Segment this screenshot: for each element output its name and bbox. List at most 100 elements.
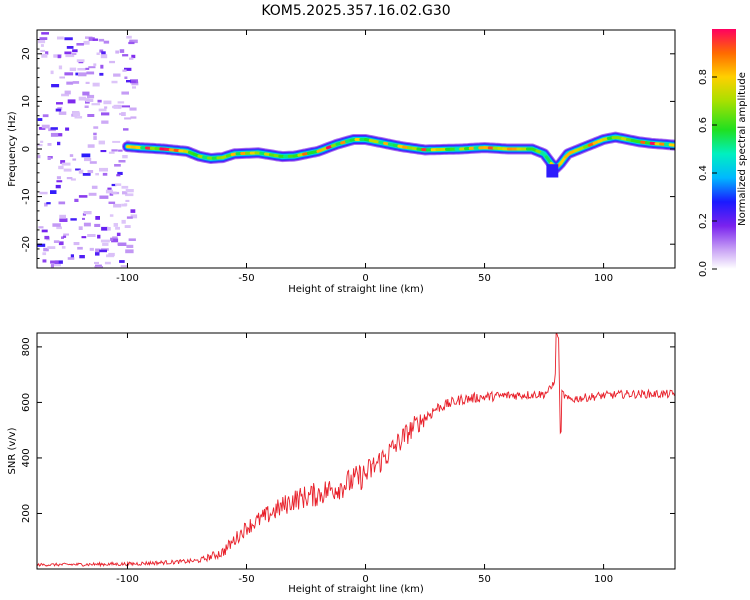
spectrogram-y-label: Frequency (Hz) bbox=[7, 111, 18, 187]
spectrogram-noise-cell bbox=[64, 72, 74, 76]
spectrogram-noise-cell bbox=[98, 38, 105, 42]
spectrogram-noise-cell bbox=[121, 203, 127, 207]
spectrogram-noise-cell bbox=[102, 242, 109, 246]
spectrogram-noise-cell bbox=[100, 150, 107, 153]
spectrogram-noise-cell bbox=[63, 168, 72, 172]
spectrogram-noise-cell bbox=[50, 264, 54, 268]
spectrogram-y-ticks: -20 -10 0 10 20 bbox=[21, 29, 675, 269]
spectrogram-noise-cell bbox=[108, 201, 116, 204]
spectrogram-noise-cell bbox=[47, 156, 51, 160]
spectrogram-noise-cell bbox=[69, 154, 74, 157]
spectrogram-noise-cell bbox=[70, 254, 74, 258]
spectrogram-noise-cell bbox=[105, 189, 113, 194]
spectrogram-noise-cell bbox=[95, 173, 99, 176]
spectrogram-noise-cell bbox=[87, 170, 94, 174]
spectrogram-noise-cell bbox=[93, 136, 97, 140]
spectrogram-noise-cell bbox=[58, 165, 64, 170]
spectrogram-noise-cell bbox=[104, 261, 111, 265]
spectrogram-noise-cell bbox=[61, 162, 71, 166]
spectrogram-noise-cell bbox=[99, 167, 108, 172]
spectrogram-noise-cell bbox=[112, 236, 118, 241]
spectrogram-noise-cell bbox=[130, 116, 137, 119]
spectrogram-noise-cell bbox=[124, 76, 128, 79]
spectrogram-noise-cell bbox=[100, 64, 104, 69]
spectrogram-noise-cell bbox=[55, 108, 62, 112]
spectrogram-noise-cell bbox=[122, 155, 128, 159]
spectrogram-noise-cell bbox=[93, 63, 97, 66]
spectrogram-noise-cell bbox=[86, 71, 95, 75]
spectrogram-noise-cell bbox=[100, 54, 108, 59]
spectrogram-noise-cell bbox=[70, 218, 77, 221]
spectrogram-noise-cell bbox=[100, 248, 109, 251]
spectrogram-noise-cell bbox=[37, 118, 43, 121]
spectrogram-noise-cell bbox=[51, 84, 60, 88]
spectrogram-noise-cell bbox=[103, 100, 112, 105]
snr-x-tick-label: -100 bbox=[116, 574, 139, 585]
spectrogram-noise-cell bbox=[41, 53, 48, 58]
spectrogram-noise-cell bbox=[64, 90, 71, 95]
spectrogram-noise-cell bbox=[88, 37, 95, 41]
spectrogram-noise-cell bbox=[104, 106, 108, 109]
spectrogram-noise-cell bbox=[57, 54, 61, 59]
spectrogram-noise-cell bbox=[118, 160, 126, 163]
spectrogram-noise-cell bbox=[43, 247, 49, 252]
spectrogram-noise-cell bbox=[122, 54, 129, 57]
spectrogram-noise-cell bbox=[42, 252, 47, 256]
spectrogram-noise-cell bbox=[40, 140, 44, 143]
spectrogram-noise-cell bbox=[50, 127, 58, 130]
spectrogram-noise-cell bbox=[56, 102, 63, 105]
spectrogram-noise-cell bbox=[110, 237, 114, 241]
colorbar-label: Normalized spectral amplitude bbox=[737, 72, 748, 226]
spectrogram-noise-cell bbox=[113, 223, 118, 227]
spectrogram-noise-cell bbox=[117, 242, 127, 246]
spectrogram-noise-cell bbox=[78, 72, 87, 77]
spectrogram-noise-cell bbox=[61, 246, 66, 249]
spectrogram-noise-cell bbox=[44, 235, 50, 240]
colorbar-tick-label: 0.6 bbox=[698, 117, 709, 133]
snr-y-label: SNR (v/v) bbox=[7, 427, 18, 474]
spectrogram-dip bbox=[546, 164, 559, 178]
spectrogram-noise-cell bbox=[82, 213, 86, 216]
spectrogram-noise-cell bbox=[132, 86, 136, 89]
spectrogram-x-tick-label: 50 bbox=[478, 273, 491, 284]
spectrogram-noise-cell bbox=[93, 132, 97, 136]
spectrogram-noise-cell bbox=[93, 126, 99, 129]
spectrogram-noise-cell bbox=[129, 107, 137, 111]
snr-panel: -100 -50 0 50 100 200 400 600 800 Height of str… bbox=[7, 332, 676, 595]
spectrogram-noise-cell bbox=[87, 114, 95, 117]
spectrogram-noise-cell bbox=[130, 80, 136, 83]
spectrogram-noise-cell bbox=[86, 94, 95, 99]
spectrogram-noise-cell bbox=[118, 149, 123, 152]
spectrogram-content bbox=[37, 32, 675, 268]
spectrogram-noise-cell bbox=[101, 51, 106, 55]
spectrogram-noise-cell bbox=[58, 111, 67, 115]
spectrogram-noise-cell bbox=[119, 260, 125, 263]
spectrogram-noise-cell bbox=[45, 51, 49, 55]
spectrogram-noise-cell bbox=[109, 60, 115, 64]
spectrogram-noise-cell bbox=[99, 72, 104, 76]
spectrogram-noise-cell bbox=[131, 81, 139, 86]
spectrogram-noise-cell bbox=[112, 105, 118, 109]
snr-y-tick-label: 400 bbox=[21, 448, 32, 467]
spectrogram-noise-cell bbox=[126, 35, 132, 39]
spectrogram-noise-cell bbox=[115, 50, 119, 54]
spectrogram-noise-cell bbox=[56, 176, 61, 180]
spectrogram-noise-cell bbox=[52, 223, 61, 227]
spectrogram-noise-cell bbox=[78, 96, 86, 101]
spectrogram-noise-cell bbox=[46, 202, 51, 205]
spectrogram-noise-cell bbox=[83, 222, 91, 227]
spectrogram-noise-cell bbox=[99, 49, 104, 53]
spectrogram-noise-cell bbox=[124, 117, 132, 120]
spectrogram-noise-cell bbox=[122, 191, 128, 195]
spectrogram-noise-cell bbox=[94, 261, 99, 264]
spectrogram-noise-cell bbox=[128, 238, 136, 241]
spectrogram-noise-cell bbox=[58, 241, 64, 246]
spectrogram-noise-cell bbox=[47, 143, 52, 146]
spectrogram-noise-cell bbox=[97, 234, 101, 239]
spectrogram-noise-cell bbox=[55, 184, 61, 189]
spectrogram-y-tick-label: 20 bbox=[21, 47, 32, 60]
spectrogram-noise-cell bbox=[94, 223, 101, 227]
spectrogram-noise-cell bbox=[83, 211, 92, 215]
